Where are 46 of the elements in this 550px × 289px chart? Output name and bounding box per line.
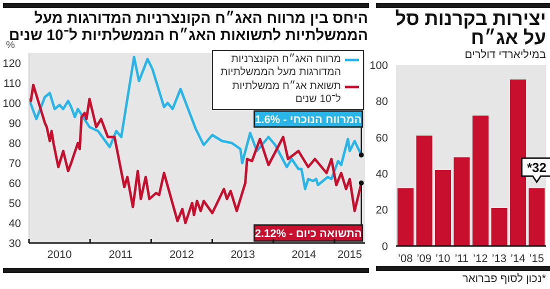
annotation: התשואה כיום - 2.12% [254,228,362,240]
bar [510,79,526,246]
bar [491,208,508,246]
x-tick-label: ’13 [492,252,506,265]
y-tick-label: 100 [370,60,388,72]
y-tick-label: 30 [8,238,21,250]
annotation: המרווח הנוכחי - 1.6% [255,114,362,126]
x-tick-label: 2011 [108,249,132,261]
y-tick-label: 80 [8,138,21,150]
y-tick-label: 50 [8,198,21,210]
legend-label: תשואת אג״ח ממשלתיות ל־10 שנים [231,80,341,106]
y-tick-label: 90 [8,118,21,130]
chart-subtitle: במיליארדי דולרים [464,49,546,61]
chart-title: יצירות בקרנות סל על אג״ח [394,9,546,49]
y-tick-label: 60 [376,132,388,144]
legend-label: מרווח האג״ח הקונצרניות המדורגות מעל הממשלתיות [219,53,341,79]
x-tick-label: 2013 [230,249,256,261]
bar [472,116,488,246]
text: *נכון לסוף פברואר [462,273,546,285]
y-tick-label: 80 [376,96,388,108]
y-tick-label: 40 [8,218,21,230]
y-tick-label: 110 [3,78,21,90]
x-tick-label: 2015 [337,249,362,261]
y-tick-label: 0 [382,240,388,253]
y-tick-label: 120 [2,58,21,70]
y-tick-label: 20 [376,204,388,217]
x-tick-label: ’15 [529,252,544,265]
x-tick-label: ’11 [454,252,469,265]
bar [416,136,432,246]
y-tick-label: 100 [2,98,21,110]
bar [528,188,545,246]
y-tick-label: 40 [376,168,388,181]
x-tick-label: ’09 [416,252,432,265]
x-tick-label: 2010 [47,249,72,261]
y-tick-label: 60 [8,178,21,190]
bar [435,170,451,246]
x-tick-label: ’10 [436,252,450,265]
x-tick-label: 2012 [169,249,194,261]
x-tick-label: ’14 [510,252,526,265]
bar [398,188,414,246]
data-label: 32* [526,160,547,176]
bar [454,157,470,246]
x-tick-label: 2014 [292,249,316,261]
y-tick-label: 70 [8,158,21,170]
x-tick-label: ’12 [473,252,488,265]
x-tick-label: ’08 [398,252,413,265]
